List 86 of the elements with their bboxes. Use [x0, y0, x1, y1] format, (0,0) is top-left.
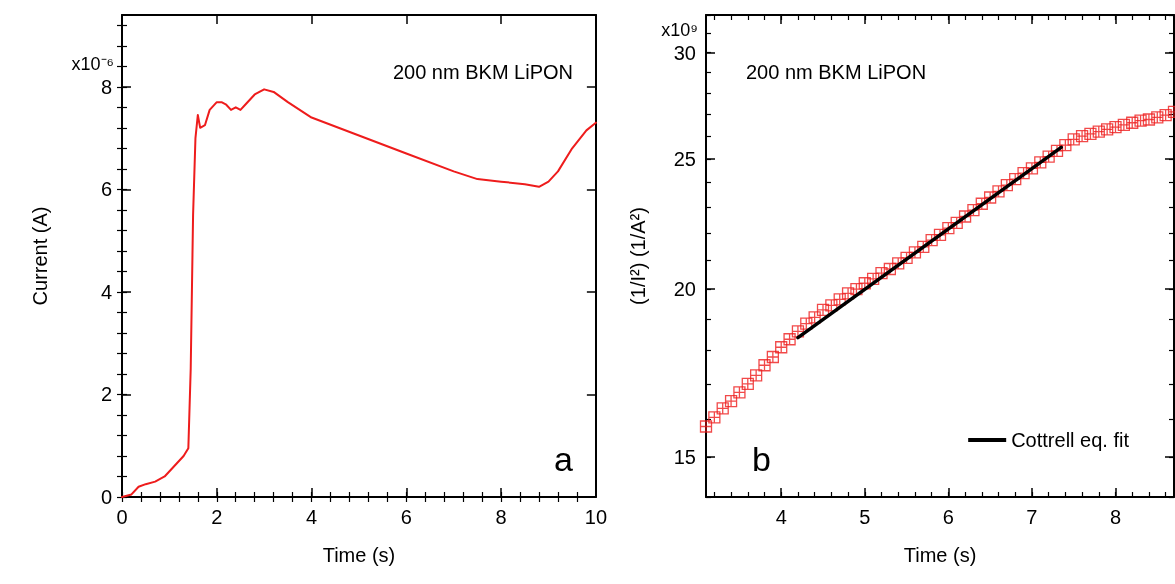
y-tick-label: 2 — [100, 383, 112, 406]
point — [800, 317, 813, 330]
point — [950, 216, 963, 230]
point — [983, 191, 997, 204]
x-tick-label: 8 — [1109, 506, 1122, 528]
point — [783, 333, 796, 346]
point — [749, 369, 763, 382]
x-tick-label: 4 — [775, 506, 787, 528]
point — [699, 420, 713, 433]
point — [741, 377, 754, 390]
point — [942, 222, 955, 235]
x-tick-label: 2 — [211, 506, 223, 528]
point — [925, 233, 938, 247]
point — [1117, 118, 1131, 132]
point — [1009, 172, 1022, 186]
point — [908, 246, 922, 259]
point — [975, 197, 988, 210]
point — [1159, 108, 1172, 122]
point — [866, 272, 880, 286]
y-tick-label: 6 — [100, 178, 112, 201]
point — [967, 203, 980, 217]
point — [808, 311, 821, 324]
point — [1084, 127, 1097, 140]
x-tick-label: 5 — [859, 506, 871, 528]
point — [1025, 162, 1039, 175]
annotation: 200 nm BKM LiPON — [746, 61, 927, 83]
point — [766, 350, 780, 364]
point — [1134, 114, 1147, 127]
point — [1059, 138, 1072, 152]
y-tick-label: 15 — [673, 445, 696, 468]
point — [1142, 113, 1156, 126]
point — [1092, 125, 1105, 138]
y-tick-label: 20 — [673, 278, 696, 301]
y-tick-label: 8 — [100, 75, 112, 98]
point — [958, 210, 972, 223]
point — [1067, 133, 1080, 146]
text: x10⁻⁶ — [71, 53, 114, 74]
y-axis-title: (1/I²) (1/A²) — [627, 207, 649, 305]
point — [791, 325, 805, 338]
point — [1126, 116, 1139, 129]
point — [892, 257, 905, 270]
point — [1034, 156, 1047, 169]
x-axis-title: Time (s) — [903, 544, 977, 566]
y-tick-label: 25 — [673, 147, 696, 170]
point — [900, 251, 913, 264]
point — [933, 228, 947, 241]
annotation: b — [752, 440, 771, 478]
y-tick-label: 30 — [673, 41, 696, 64]
x-tick-label: 7 — [1026, 506, 1038, 528]
point — [733, 386, 746, 399]
point — [1050, 144, 1064, 157]
annotation: 200 nm BKM LiPON — [392, 61, 574, 83]
y-tick-label: 0 — [100, 486, 112, 508]
x-tick-label: 6 — [400, 506, 412, 528]
point — [825, 299, 838, 312]
point — [1109, 121, 1122, 134]
point — [1075, 129, 1089, 143]
annotation: a — [554, 440, 574, 478]
x-axis-title: Time (s) — [322, 544, 396, 566]
point — [841, 287, 855, 300]
x-tick-label: 8 — [495, 506, 507, 528]
legend-label: Cottrell eq. fit — [1011, 429, 1130, 451]
point — [1017, 166, 1030, 180]
point — [816, 303, 830, 316]
point — [883, 262, 897, 276]
point — [1151, 111, 1164, 124]
point — [858, 277, 871, 290]
point — [1100, 123, 1114, 136]
point — [708, 411, 721, 424]
point — [917, 240, 930, 254]
point — [833, 293, 846, 306]
y-axis-title: Current (A) — [29, 206, 51, 306]
point — [758, 359, 771, 372]
y-tick-label: 4 — [100, 280, 112, 303]
point — [716, 402, 729, 415]
point — [850, 282, 863, 296]
x-tick-label: 4 — [305, 506, 318, 528]
point — [875, 267, 888, 280]
x-tick-label: 10 — [584, 506, 607, 528]
point — [1000, 179, 1014, 192]
x-tick-label: 6 — [942, 506, 954, 528]
point — [992, 185, 1005, 198]
point — [775, 341, 788, 354]
point — [724, 395, 738, 408]
x-tick-label: 0 — [116, 506, 128, 528]
text: x10⁹ — [661, 19, 698, 40]
